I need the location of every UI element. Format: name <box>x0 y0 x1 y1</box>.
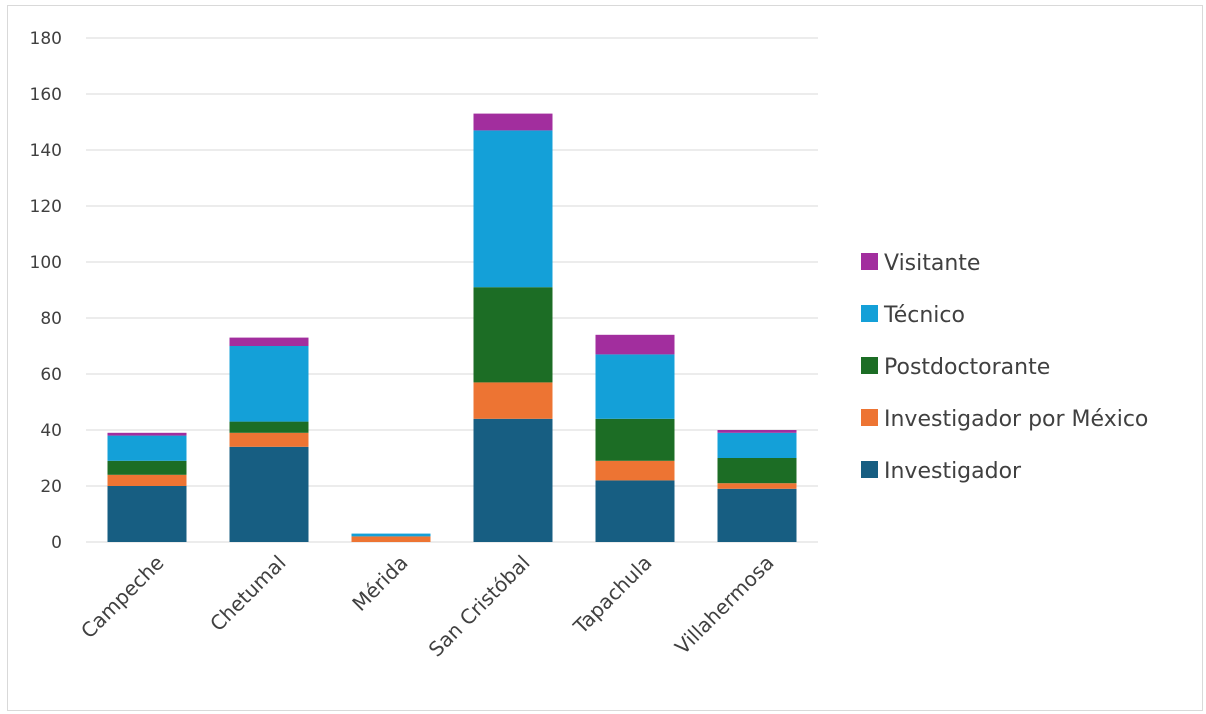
y-tick-label: 40 <box>40 421 62 441</box>
legend-swatch <box>861 357 878 374</box>
legend-swatch <box>861 409 878 426</box>
bar-segment <box>473 382 553 419</box>
legend: Visitante Técnico Postdoctorante Investigad… <box>861 251 1148 484</box>
bar-segment <box>107 435 187 461</box>
x-tick-label: Tapachula <box>568 551 657 640</box>
y-tick-label: 60 <box>40 365 62 385</box>
legend-label: Investigador <box>884 459 1022 484</box>
y-axis: 0 20 40 60 80 100 120 140 160 180 <box>30 29 62 553</box>
legend-swatch <box>861 253 878 270</box>
legend-label: Técnico <box>883 303 965 328</box>
y-tick-label: 180 <box>30 29 62 49</box>
legend-label: Postdoctorante <box>884 355 1050 380</box>
bar-segment <box>107 486 187 542</box>
y-tick-label: 80 <box>40 309 62 329</box>
x-tick-label: Villahermosa <box>670 551 778 659</box>
bar-segment <box>107 460 187 475</box>
x-tick-label: Campeche <box>76 551 168 643</box>
x-tick-label: San Cristóbal <box>424 551 535 662</box>
bar-segment <box>229 446 309 542</box>
bar-segment <box>229 432 309 447</box>
bar-segment <box>717 483 797 489</box>
bar-segment <box>595 480 675 542</box>
bar-segment <box>473 418 553 542</box>
legend-label: Investigador por México <box>884 407 1148 432</box>
y-tick-label: 20 <box>40 477 62 497</box>
bar-segment <box>717 488 797 542</box>
gridlines <box>86 37 818 543</box>
bar-segment <box>351 536 431 542</box>
x-tick-label: Chetumal <box>205 551 290 636</box>
bar-segment <box>717 430 797 433</box>
legend-label: Visitante <box>884 251 980 276</box>
bar-segment <box>229 346 309 422</box>
x-axis: Campeche Chetumal Mérida San Cristóbal Tapac… <box>76 551 778 662</box>
bar-segment <box>473 287 553 383</box>
x-tick-label: Mérida <box>347 551 412 616</box>
bar-segment <box>473 130 553 288</box>
bar-segment <box>595 354 675 419</box>
y-tick-label: 100 <box>30 253 62 273</box>
bar-segment <box>473 113 553 131</box>
legend-swatch <box>861 305 878 322</box>
bar-segment <box>717 432 797 458</box>
bar-segment <box>107 474 187 486</box>
bar-segment <box>595 418 675 461</box>
bars <box>107 113 797 542</box>
y-tick-label: 140 <box>30 141 62 161</box>
y-tick-label: 160 <box>30 85 62 105</box>
bar-segment <box>229 337 309 346</box>
y-tick-label: 120 <box>30 197 62 217</box>
bar-segment <box>229 421 309 433</box>
bar-segment <box>351 533 431 537</box>
legend-swatch <box>861 461 878 478</box>
bar-segment <box>595 460 675 481</box>
bar-segment <box>107 432 187 436</box>
y-tick-label: 0 <box>51 533 62 553</box>
bar-segment <box>717 458 797 484</box>
bar-segment <box>595 334 675 355</box>
